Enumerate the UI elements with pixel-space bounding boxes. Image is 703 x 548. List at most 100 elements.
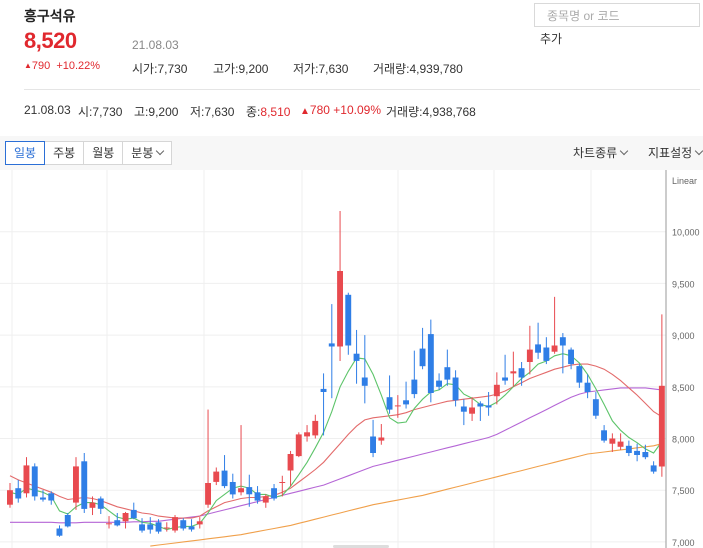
candle-body bbox=[568, 349, 574, 365]
summary-volume: 거래량:4,938,768 bbox=[386, 105, 476, 119]
candle-body bbox=[444, 367, 451, 380]
candle-body bbox=[89, 502, 96, 508]
candle-body bbox=[403, 400, 409, 405]
summary-close: 종:8,510 bbox=[246, 105, 291, 119]
candle-body bbox=[502, 377, 508, 381]
y-tick-label: 7,500 bbox=[672, 486, 695, 496]
candle-body bbox=[328, 343, 335, 347]
low-value: 7,630 bbox=[318, 62, 349, 76]
divider bbox=[24, 89, 700, 90]
candle-body bbox=[114, 520, 121, 526]
candle-body bbox=[221, 470, 228, 487]
candle-body bbox=[452, 377, 459, 401]
price-chart[interactable]: 10,000 9,500 9,000 8,500 8,000 7,500 7,000 Line… bbox=[0, 170, 703, 548]
candle-body bbox=[337, 271, 343, 347]
candle-body bbox=[56, 528, 63, 536]
candle-body bbox=[551, 345, 558, 352]
y-tick-label: 9,000 bbox=[672, 331, 695, 341]
low-label: 저가 bbox=[293, 62, 316, 76]
candle-body bbox=[7, 490, 13, 505]
candle-body bbox=[510, 371, 517, 374]
candle-body bbox=[559, 337, 566, 346]
y-tick-label: 10,000 bbox=[672, 228, 700, 238]
candle-body bbox=[526, 349, 533, 362]
candle-body bbox=[287, 454, 294, 471]
add-button[interactable]: 추가 bbox=[534, 27, 572, 47]
low-quote: 저가:7,630 bbox=[293, 62, 349, 76]
summary-high-label: 고 bbox=[134, 105, 146, 119]
summary-high: 고:9,200 bbox=[134, 105, 179, 119]
summary-change: ▲780 +10.09% bbox=[300, 103, 381, 117]
search-box bbox=[534, 3, 700, 27]
candle-body bbox=[576, 366, 583, 383]
tab-daily[interactable]: 일봉 bbox=[5, 141, 46, 165]
summary-open-label: 시 bbox=[78, 105, 90, 119]
candle-body bbox=[64, 515, 71, 527]
candle-body bbox=[658, 385, 665, 467]
candle-body bbox=[196, 521, 203, 525]
candle-body bbox=[130, 509, 137, 519]
tab-weekly[interactable]: 주봉 bbox=[44, 141, 85, 165]
candle-body bbox=[139, 524, 145, 531]
candle-body bbox=[419, 348, 426, 367]
candle-body bbox=[353, 353, 360, 361]
candle-body bbox=[642, 452, 649, 458]
summary-volume-label: 거래량 bbox=[386, 105, 420, 119]
tab-monthly[interactable]: 월봉 bbox=[83, 141, 124, 165]
candle-body bbox=[312, 420, 319, 436]
tab-minute[interactable]: 분봉 bbox=[122, 141, 173, 165]
summary-close-label: 종 bbox=[246, 105, 258, 119]
candle-body bbox=[460, 406, 467, 412]
candle-body bbox=[205, 483, 211, 505]
y-tick-label: 9,500 bbox=[672, 279, 695, 289]
search-input[interactable] bbox=[545, 5, 699, 27]
volume-quote: 거래량:4,939,780 bbox=[373, 62, 463, 76]
price-date: 21.08.03 bbox=[132, 38, 179, 52]
price-change: ▲790 +10.22% bbox=[24, 60, 100, 72]
candle-body bbox=[81, 461, 88, 509]
open-quote: 시가:7,730 bbox=[132, 62, 188, 76]
ma120-line bbox=[150, 443, 663, 547]
summary-change-amount: 780 bbox=[309, 103, 330, 117]
summary-open-value: 7,730 bbox=[92, 105, 123, 119]
candle-body bbox=[163, 527, 170, 529]
candle-body bbox=[469, 407, 475, 414]
summary-low-label: 저 bbox=[190, 105, 202, 119]
candle-body bbox=[634, 450, 640, 455]
candle-body bbox=[386, 397, 393, 410]
candle-body bbox=[370, 436, 376, 453]
candle-body bbox=[535, 344, 541, 353]
candle-body bbox=[254, 492, 261, 501]
scale-label: Linear bbox=[672, 176, 697, 186]
candle-body bbox=[48, 493, 55, 501]
y-tick-label: 7,000 bbox=[672, 538, 695, 548]
candle-body bbox=[411, 379, 418, 395]
indicator-menu[interactable]: 지표설정 bbox=[648, 141, 703, 165]
indicator-label: 지표설정 bbox=[648, 146, 693, 160]
candle-body bbox=[279, 482, 286, 483]
candle-body bbox=[246, 487, 253, 495]
high-quote: 고가:9,200 bbox=[213, 62, 269, 76]
y-tick-label: 8,000 bbox=[672, 435, 695, 445]
chevron-down-icon bbox=[694, 146, 703, 156]
candle-body bbox=[304, 432, 310, 437]
candle-body bbox=[609, 438, 616, 444]
chart-type-menu[interactable]: 차트종류 bbox=[573, 141, 629, 165]
chart-type-label: 차트종류 bbox=[573, 146, 618, 160]
summary-volume-value: 4,938,768 bbox=[422, 105, 476, 119]
ma20-line bbox=[9, 363, 663, 519]
candle-body bbox=[378, 437, 385, 441]
candle-body bbox=[40, 497, 46, 500]
candle-body bbox=[97, 498, 104, 509]
ma60-line bbox=[10, 387, 662, 524]
open-value: 7,730 bbox=[157, 62, 188, 76]
candle-body bbox=[271, 488, 277, 499]
candle-body bbox=[295, 434, 302, 457]
open-label: 시가 bbox=[132, 62, 155, 76]
summary-open: 시:7,730 bbox=[78, 105, 123, 119]
candle-body bbox=[493, 384, 500, 397]
chart-scroll-handle[interactable] bbox=[333, 545, 389, 548]
candle-body bbox=[592, 399, 599, 416]
summary-low-value: 7,630 bbox=[204, 105, 235, 119]
summary-change-percent: +10.09% bbox=[333, 103, 381, 117]
